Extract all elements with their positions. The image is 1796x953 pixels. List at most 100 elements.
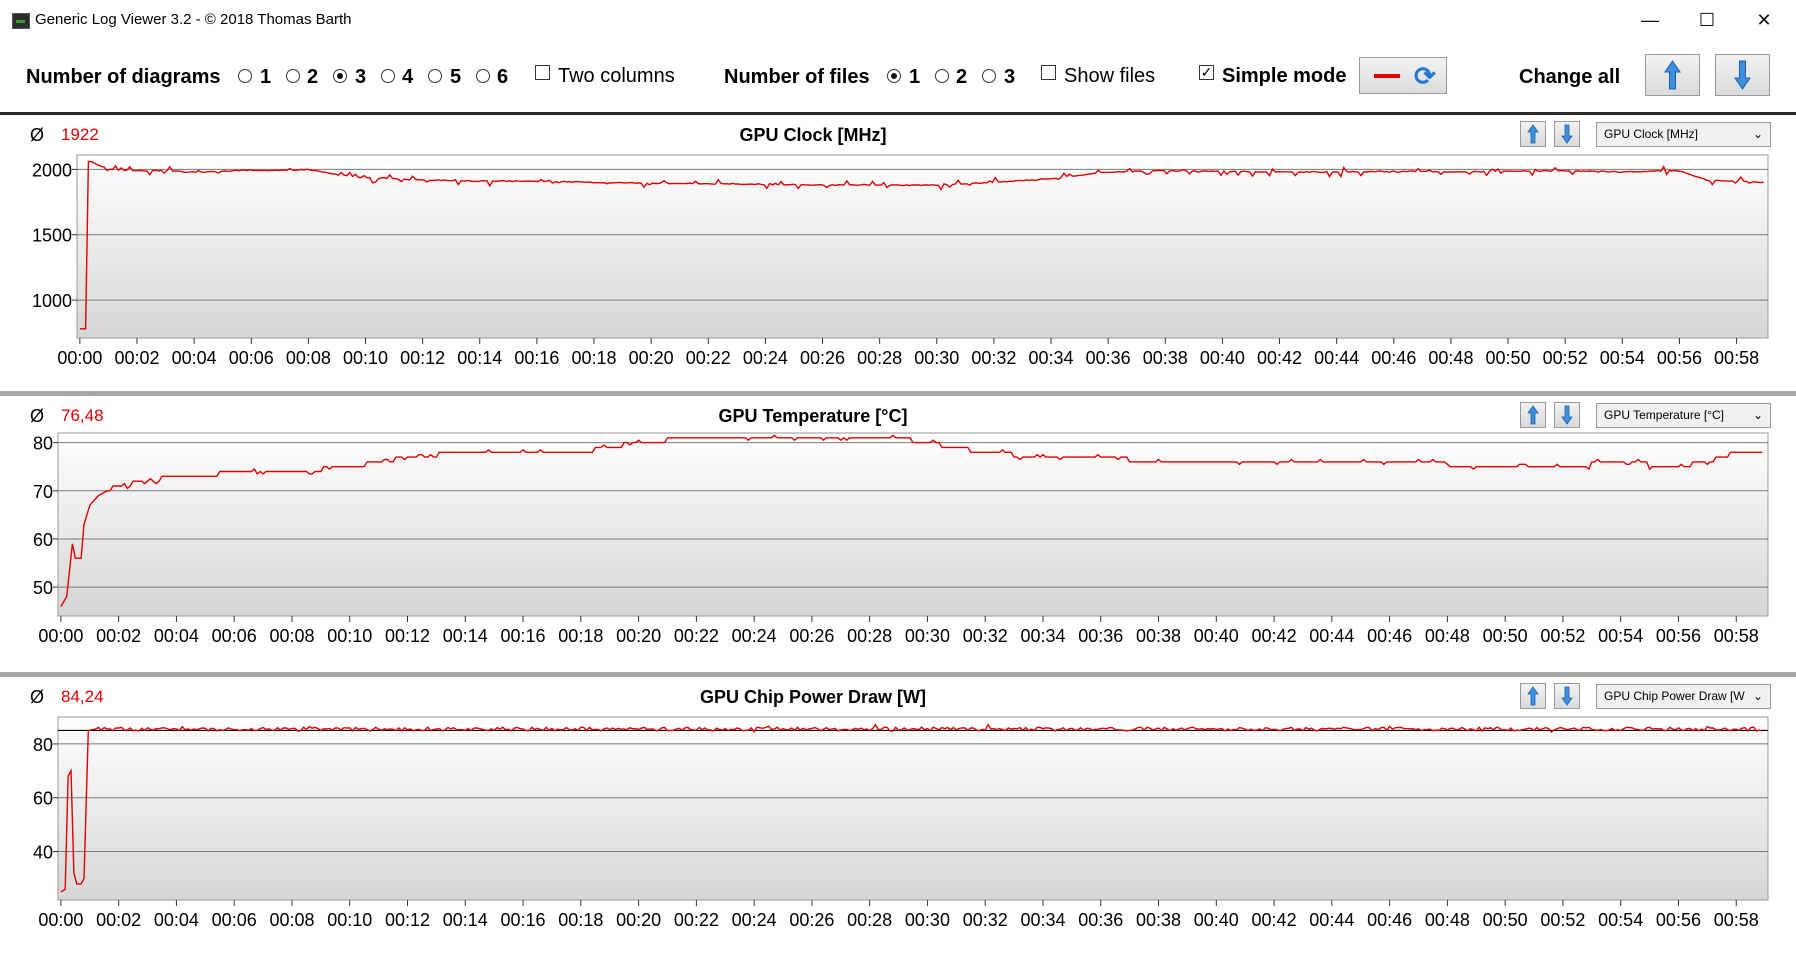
channel-select[interactable]: GPU Clock [MHz] ⌄: [1596, 122, 1771, 147]
move-up-button[interactable]: [1520, 402, 1546, 428]
channel-select-value: GPU Temperature [°C]: [1604, 408, 1724, 422]
change-all-down-button[interactable]: [1715, 54, 1770, 96]
gpu-clock-chart[interactable]: 1000 1500 2000 00:00 00:02 00:04 00:06 00:08 00:…: [0, 115, 1796, 391]
x-tick-label: 00:06: [229, 348, 274, 368]
average-value: 76,48: [61, 406, 104, 425]
y-tick-label: 60: [33, 789, 53, 809]
x-tick-label: 00:40: [1200, 348, 1245, 368]
maximize-button[interactable]: ☐: [1698, 10, 1716, 30]
number-of-files-label: Number of files: [724, 66, 870, 88]
x-tick-label: 00:38: [1136, 626, 1181, 646]
move-up-button[interactable]: [1520, 683, 1546, 709]
average-value: 1922: [61, 125, 99, 144]
files-radio-3[interactable]: [982, 69, 996, 83]
files-radio-3-label[interactable]: 3: [1004, 66, 1016, 88]
move-down-button[interactable]: [1554, 683, 1580, 709]
x-tick-label: 00:50: [1483, 626, 1528, 646]
x-tick-label: 00:42: [1252, 910, 1297, 930]
diagrams-radio-4[interactable]: [381, 69, 395, 83]
swap-icon: ⟳: [1414, 61, 1436, 91]
x-tick-label: 00:04: [154, 910, 199, 930]
channel-select[interactable]: GPU Temperature [°C] ⌄: [1596, 403, 1771, 428]
move-down-button[interactable]: [1554, 121, 1580, 147]
files-radio-1[interactable]: [887, 69, 901, 83]
x-tick-label: 00:04: [154, 626, 199, 646]
two-columns-checkbox[interactable]: [535, 65, 550, 80]
minimize-button[interactable]: —: [1641, 10, 1659, 30]
show-files-checkbox[interactable]: [1041, 65, 1056, 80]
files-radio-2[interactable]: [935, 69, 949, 83]
simple-mode-checkbox[interactable]: ✓: [1199, 64, 1214, 80]
x-tick-label: 00:56: [1656, 626, 1701, 646]
x-tick-label: 00:18: [571, 348, 616, 368]
x-tick-label: 00:30: [905, 910, 950, 930]
x-tick-label: 00:18: [558, 910, 603, 930]
diagram-panel-gpu-power: 40 60 80 00:00 00:02 00:04 00:06 00:08 00:10 00:1…: [0, 677, 1796, 953]
plot-area: [57, 432, 1769, 617]
diagrams-radio-3-label[interactable]: 3: [355, 66, 367, 88]
line-color-swap-button[interactable]: ⟳: [1359, 57, 1447, 94]
chevron-down-icon: ⌄: [1752, 408, 1763, 422]
x-tick-label: 00:14: [443, 626, 488, 646]
x-tick-label: 00:54: [1598, 626, 1643, 646]
change-all-up-button[interactable]: [1645, 54, 1700, 96]
diagram-panel-gpu-temperature: 50 60 70 80 00:00 00:02 00:04 00:06 00:08 00:10 00…: [0, 396, 1796, 672]
x-tick-label: 00:24: [732, 626, 777, 646]
x-tick-label: 00:26: [800, 348, 845, 368]
y-tick-label: 1000: [32, 291, 72, 311]
x-tick-label: 00:58: [1714, 348, 1759, 368]
diagrams-radio-4-label[interactable]: 4: [402, 66, 414, 88]
x-tick-label: 00:08: [286, 348, 331, 368]
gpu-temperature-chart[interactable]: 50 60 70 80 00:00 00:02 00:04 00:06 00:08 00:10 00…: [0, 396, 1796, 672]
panel-separator[interactable]: [0, 672, 1796, 677]
files-radio-1-label[interactable]: 1: [909, 66, 921, 88]
x-tick-label: 00:06: [212, 626, 257, 646]
x-tick-label: 00:42: [1257, 348, 1302, 368]
x-tick-label: 00:16: [501, 910, 546, 930]
window-title: Generic Log Viewer 3.2 - © 2018 Thomas B…: [35, 11, 352, 28]
x-tick-label: 00:44: [1314, 348, 1359, 368]
x-tick-label: 00:52: [1543, 348, 1588, 368]
x-tick-label: 00:14: [457, 348, 502, 368]
channel-select-value: GPU Chip Power Draw [W: [1604, 689, 1745, 703]
x-tick-label: 00:00: [38, 626, 83, 646]
close-button[interactable]: ✕: [1756, 10, 1772, 30]
x-tick-label: 00:54: [1600, 348, 1645, 368]
move-down-button[interactable]: [1554, 402, 1580, 428]
diagram-panel-gpu-clock: 1000 1500 2000 00:00 00:02 00:04 00:06 00:08 00:…: [0, 115, 1796, 391]
x-tick-label: 00:20: [616, 626, 661, 646]
diagrams-radio-1[interactable]: [238, 69, 252, 83]
channel-select[interactable]: GPU Chip Power Draw [W ⌄: [1596, 684, 1771, 709]
files-radio-2-label[interactable]: 2: [956, 66, 968, 88]
gpu-power-chart[interactable]: 40 60 80 00:00 00:02 00:04 00:06 00:08 00:10 00:1…: [0, 677, 1796, 952]
move-up-button[interactable]: [1520, 121, 1546, 147]
red-line-icon: [1374, 74, 1400, 78]
plot-area: [57, 716, 1769, 901]
x-tick-label: 00:44: [1309, 910, 1354, 930]
x-tick-label: 00:36: [1078, 910, 1123, 930]
x-tick-label: 00:10: [327, 626, 372, 646]
plot-area: [76, 154, 1769, 339]
y-tick-label: 2000: [32, 160, 72, 180]
diagrams-radio-6[interactable]: [476, 69, 490, 83]
x-tick-label: 00:16: [501, 626, 546, 646]
toolbar-separator: [0, 112, 1796, 115]
diagrams-radio-3[interactable]: [333, 69, 347, 83]
diagrams-radio-2-label[interactable]: 2: [307, 66, 319, 88]
x-tick-label: 00:58: [1714, 910, 1759, 930]
diagrams-radio-2[interactable]: [286, 69, 300, 83]
panel-separator[interactable]: [0, 391, 1796, 396]
diagrams-radio-1-label[interactable]: 1: [260, 66, 272, 88]
x-tick-label: 00:02: [114, 348, 159, 368]
x-tick-label: 00:22: [686, 348, 731, 368]
diagram-title: GPU Chip Power Draw [W]: [699, 687, 926, 707]
diagrams-radio-5[interactable]: [428, 69, 442, 83]
show-files-label[interactable]: Show files: [1064, 65, 1156, 87]
x-tick-label: 00:06: [212, 910, 257, 930]
x-tick-label: 00:14: [443, 910, 488, 930]
diagrams-radio-5-label[interactable]: 5: [450, 66, 462, 88]
x-tick-label: 00:12: [400, 348, 445, 368]
diagrams-radio-6-label[interactable]: 6: [497, 66, 509, 88]
simple-mode-label[interactable]: Simple mode: [1222, 65, 1347, 87]
two-columns-label[interactable]: Two columns: [558, 65, 675, 87]
